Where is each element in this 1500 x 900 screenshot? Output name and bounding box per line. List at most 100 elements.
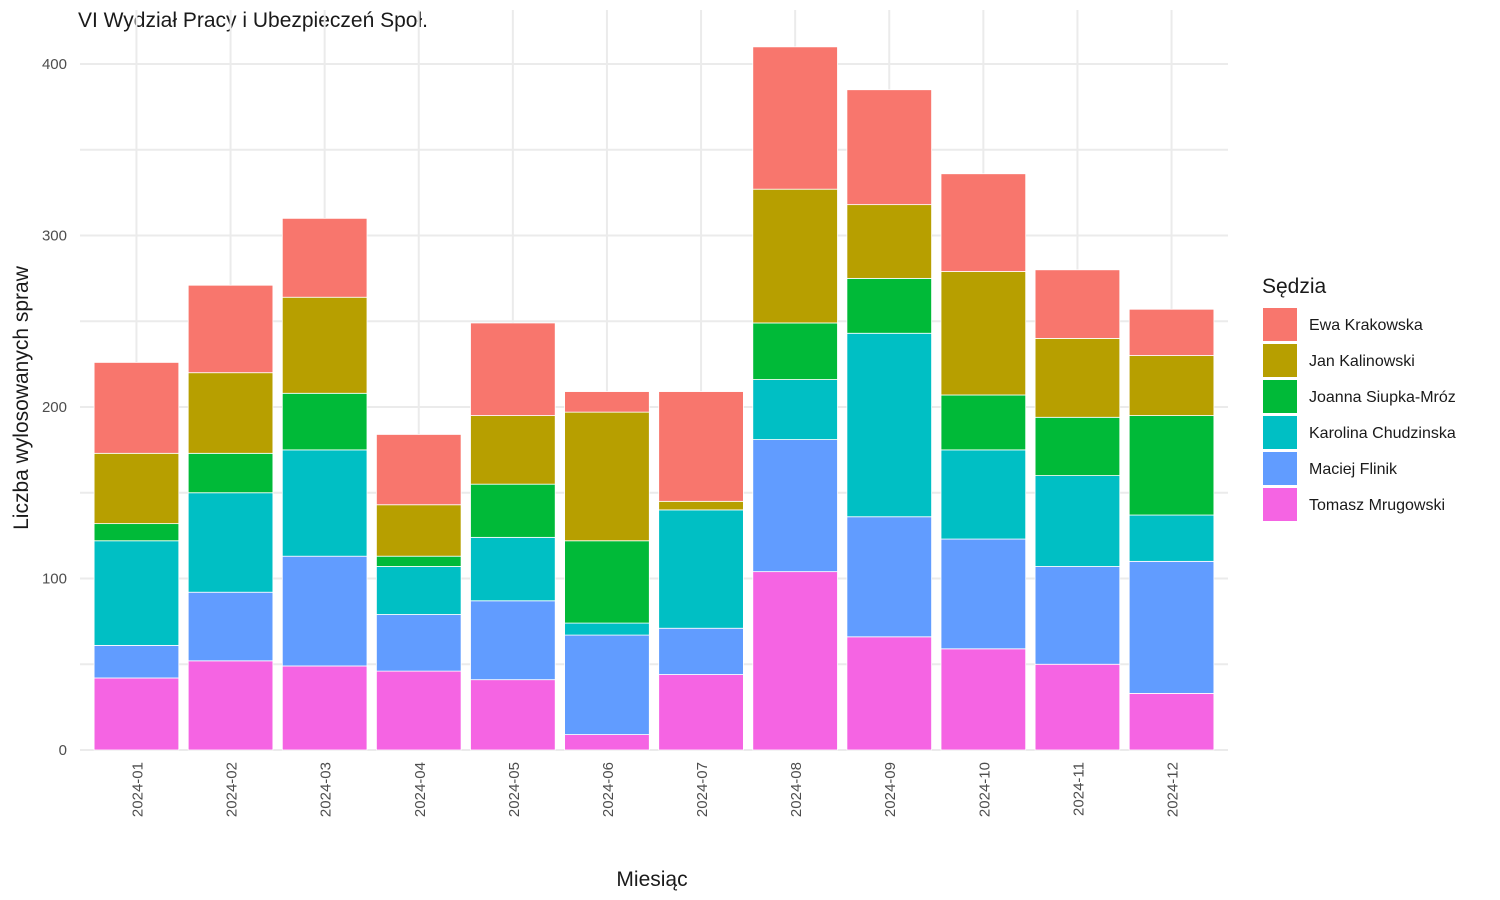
bar-segment: [281, 665, 368, 751]
bar-segment: [564, 391, 650, 413]
bar-segment: [376, 434, 462, 506]
bar-segment: [281, 296, 368, 394]
bar-segment: [752, 379, 838, 440]
x-tick-label: 2024-04: [412, 762, 429, 817]
bar-segment: [752, 439, 838, 573]
x-axis-title: Miesiąc: [616, 868, 687, 891]
bar-segment: [93, 452, 180, 525]
bar-segment: [846, 89, 932, 206]
bar-segment: [846, 516, 932, 638]
x-tick-label: 2024-11: [1070, 762, 1087, 816]
bar-segment: [1034, 475, 1121, 567]
bar-segment: [940, 173, 1027, 272]
bar-segment: [564, 634, 650, 735]
x-tick-label: 2024-07: [694, 762, 711, 817]
bar-segment: [187, 660, 274, 751]
bar-segment: [281, 217, 368, 298]
bar-segment: [940, 449, 1027, 540]
bar-segment: [1034, 269, 1121, 339]
bar-segment: [1034, 416, 1121, 477]
legend-label: Jan Kalinowski: [1309, 353, 1415, 370]
bar-segment: [187, 284, 274, 374]
bar-segment: [752, 188, 838, 324]
bar-segment: [470, 322, 556, 416]
bar-segment: [846, 636, 932, 751]
bar-segment: [93, 540, 180, 646]
x-tick-label: 2024-08: [788, 762, 805, 817]
x-tick-label: 2024-09: [882, 762, 899, 817]
bar-segment: [940, 538, 1027, 650]
y-tick-label: 0: [59, 742, 67, 759]
x-tick-label: 2024-05: [506, 762, 523, 817]
bar-segment: [658, 674, 744, 751]
bar-segment: [658, 391, 744, 502]
legend-key: [1263, 416, 1297, 449]
bar-segment: [93, 677, 180, 751]
y-tick-label: 200: [42, 399, 67, 416]
bar-segment: [1128, 355, 1215, 416]
bar-segment: [846, 277, 932, 334]
bar-segment: [1034, 663, 1121, 751]
bar-segment: [1128, 415, 1215, 516]
bar-segment: [470, 536, 556, 602]
bar-segment: [1128, 308, 1215, 356]
bar-segment: [752, 46, 838, 190]
x-tick-label: 2024-10: [976, 762, 993, 817]
bar-segment: [281, 392, 368, 451]
bar-segment: [376, 504, 462, 557]
legend-label: Joanna Siupka-Mróz: [1309, 389, 1456, 406]
bar-segment: [470, 600, 556, 681]
y-tick-labels: 0 100 200 300 400: [42, 56, 67, 759]
x-tick-label: 2024-12: [1165, 762, 1182, 817]
legend-key: [1263, 308, 1297, 341]
bar-segment: [752, 322, 838, 380]
bar-segment: [187, 591, 274, 662]
y-tick-label: 300: [42, 228, 67, 245]
bars: [93, 46, 1215, 751]
y-axis-title: Liczba wylosowanych spraw: [10, 265, 33, 530]
bar-segment: [281, 555, 368, 667]
x-tick-label: 2024-03: [318, 762, 335, 817]
legend-key: [1263, 344, 1297, 377]
bar-segment: [564, 540, 650, 624]
bar-segment: [470, 483, 556, 538]
legend: Sędzia Ewa Krakowska Jan Kalinowski Joanna…: [1262, 275, 1456, 521]
bar-segment: [376, 614, 462, 672]
bar-segment: [1128, 693, 1215, 751]
bar-segment: [564, 411, 650, 542]
chart-title: VI Wydział Pracy i Ubezpieczeń Społ.: [78, 9, 428, 32]
bar-segment: [940, 271, 1027, 396]
bar-segment: [1128, 514, 1215, 562]
legend-key: [1263, 452, 1297, 485]
bar-segment: [658, 627, 744, 675]
bar-segment: [376, 670, 462, 751]
legend-key: [1263, 380, 1297, 413]
bar-segment: [187, 452, 274, 494]
bar-segment: [752, 571, 838, 751]
bar-segment: [187, 492, 274, 593]
bar-segment: [564, 622, 650, 636]
legend-label: Tomasz Mrugowski: [1309, 497, 1445, 514]
bar-segment: [940, 648, 1027, 751]
bar-segment: [376, 566, 462, 615]
bar-segment: [564, 734, 650, 751]
bar-segment: [93, 644, 180, 679]
bar-segment: [93, 523, 180, 542]
bar-segment: [187, 372, 274, 454]
bar-segment: [376, 555, 462, 567]
bar-segment: [1034, 337, 1121, 418]
x-tick-label: 2024-02: [224, 762, 241, 817]
legend-label: Maciej Flinik: [1309, 461, 1398, 478]
x-tick-label: 2024-01: [129, 762, 146, 817]
y-tick-label: 400: [42, 56, 67, 73]
y-tick-label: 100: [42, 571, 67, 588]
bar-segment: [940, 394, 1027, 451]
x-tick-label: 2024-06: [600, 762, 617, 817]
legend-label: Karolina Chudzinska: [1309, 425, 1456, 442]
bar-segment: [470, 679, 556, 751]
bar-segment: [846, 332, 932, 518]
bar-segment: [1128, 560, 1215, 694]
bar-segment: [93, 362, 180, 454]
legend-title: Sędzia: [1262, 275, 1327, 298]
